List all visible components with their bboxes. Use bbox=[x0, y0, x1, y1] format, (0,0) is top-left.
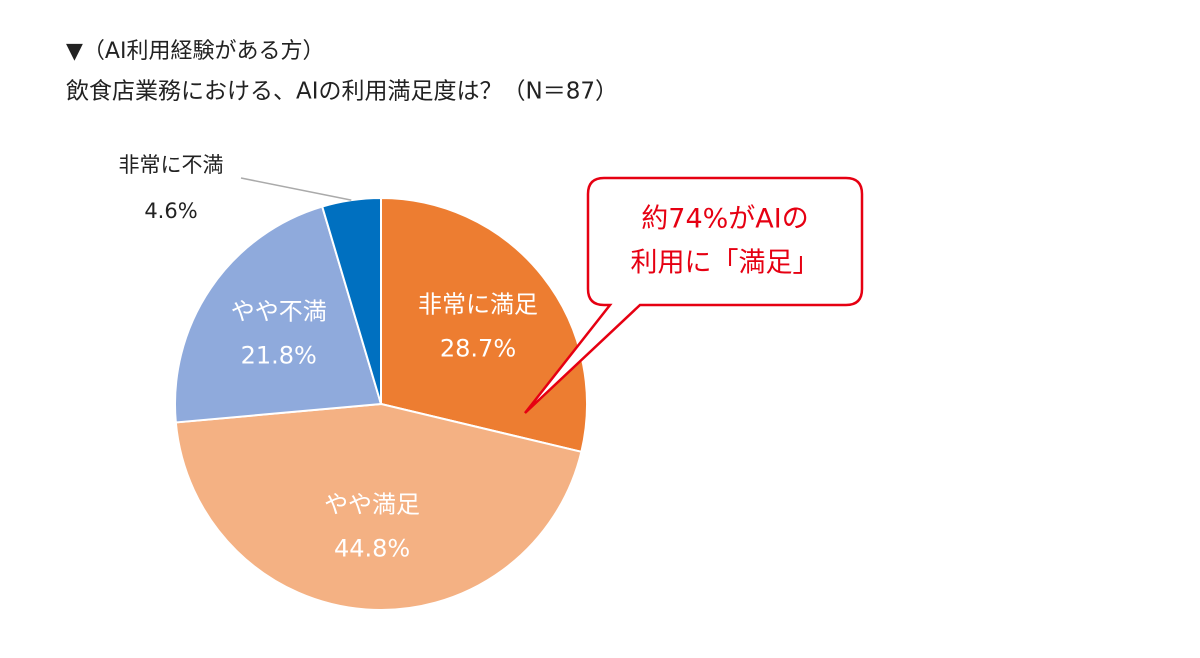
pie-slice bbox=[320, 196, 382, 405]
callout-box bbox=[524, 176, 864, 414]
chart-subtitle: ▼（AI利用経験がある方） bbox=[66, 39, 324, 64]
slice-label: やや満足 bbox=[324, 490, 420, 518]
slice-label: やや不満 bbox=[231, 298, 327, 326]
pie-slice bbox=[174, 205, 383, 424]
value-label: 21.8% bbox=[241, 342, 317, 370]
slice-label: 非常に満足 bbox=[418, 290, 538, 318]
pie-slice bbox=[380, 196, 588, 454]
callout-text: 約74%がAIの bbox=[641, 204, 808, 235]
chart-title: 飲食店業務における、AIの利用満足度は？（N＝87） bbox=[66, 79, 618, 105]
leader-line bbox=[240, 177, 352, 201]
value-label: 28.7% bbox=[440, 334, 516, 362]
pie-slice bbox=[174, 402, 583, 611]
callout-text: 利用に「満足」 bbox=[631, 248, 820, 279]
value-label: 4.6% bbox=[144, 199, 197, 223]
value-label: 44.8% bbox=[334, 534, 410, 562]
slice-label: 非常に不満 bbox=[119, 153, 224, 177]
